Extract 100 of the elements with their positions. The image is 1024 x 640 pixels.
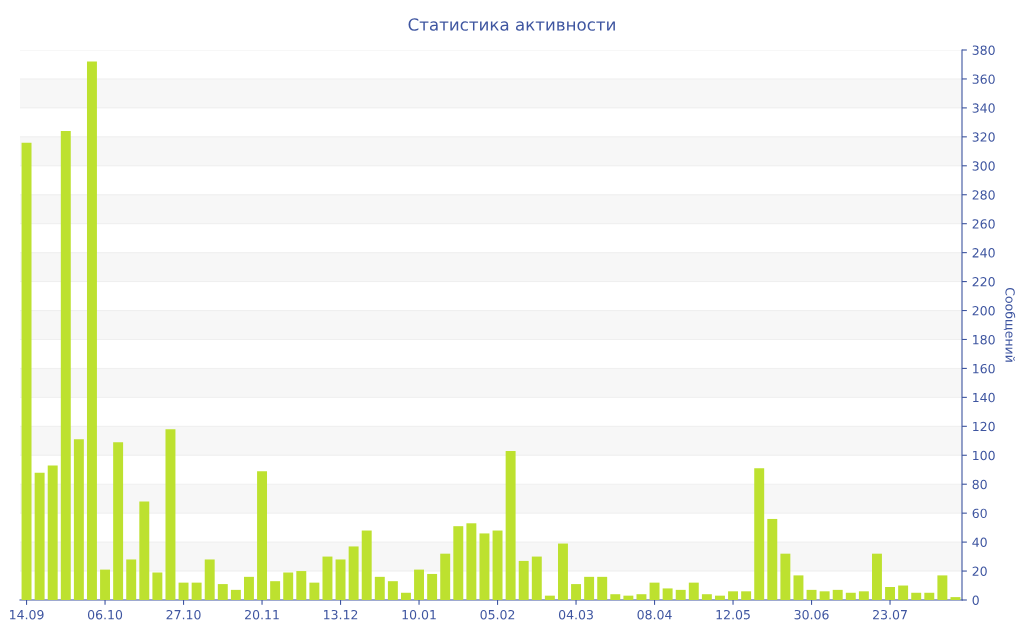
bar: [662, 588, 673, 600]
bar: [217, 584, 228, 600]
bar: [100, 569, 111, 600]
bar: [86, 61, 97, 600]
bar: [283, 572, 294, 600]
bar: [858, 591, 869, 600]
bar: [165, 429, 176, 600]
bar: [309, 582, 320, 600]
bar: [531, 556, 542, 600]
bar: [505, 450, 516, 600]
bar: [47, 465, 58, 600]
bar: [911, 592, 922, 600]
y-tick-label: 100: [973, 450, 995, 461]
bar: [584, 576, 595, 600]
y-tick-label: 240: [972, 248, 995, 258]
y-tick-label: 200: [972, 306, 995, 316]
bar: [60, 131, 71, 600]
bar: [845, 592, 856, 600]
bar: [819, 591, 830, 600]
y-tick-label: 260: [972, 219, 995, 229]
y-tick-label: 120: [973, 421, 995, 432]
bar: [21, 142, 32, 600]
bar: [204, 559, 215, 600]
y-axis-title: Сообщений: [1003, 287, 1016, 362]
x-tick-label: 20.11: [245, 609, 279, 620]
bar: [453, 526, 464, 600]
x-tick-label: 13.12: [324, 609, 358, 620]
bar: [950, 597, 961, 600]
bar: [73, 439, 84, 600]
bar: [728, 591, 739, 600]
bar: [885, 586, 896, 600]
bar: [714, 595, 725, 600]
x-tick-label: 23.07: [873, 609, 907, 620]
bar: [178, 582, 189, 600]
y-tick-label: 340: [972, 103, 995, 113]
y-tick-label: 80: [972, 479, 987, 490]
bar: [322, 556, 333, 600]
y-tick-label: 220: [972, 277, 995, 287]
y-tick-label: 180: [973, 334, 995, 345]
bar: [479, 533, 490, 600]
bar: [937, 575, 948, 600]
bar: [466, 523, 477, 600]
bar: [688, 582, 699, 600]
bar: [34, 472, 45, 600]
bar: [701, 594, 712, 600]
bar: [623, 595, 634, 600]
bar: [767, 518, 778, 600]
x-tick-label: 06.10: [87, 609, 123, 620]
bar: [113, 442, 124, 600]
y-tick-label: 0: [972, 595, 979, 605]
x-tick-label: 04.03: [558, 609, 593, 620]
chart-title: Статистика активности: [408, 18, 615, 31]
x-tick-label: 05.02: [480, 609, 515, 620]
bar: [191, 582, 202, 600]
bar: [400, 592, 411, 600]
y-tick-label: 140: [973, 392, 995, 403]
x-tick-label: 30.06: [794, 609, 829, 620]
bar: [571, 584, 582, 600]
bar: [335, 559, 346, 600]
bar: [243, 576, 254, 600]
bar: [518, 560, 529, 600]
y-tick-label: 300: [972, 161, 995, 171]
y-tick-label: 380: [972, 45, 995, 55]
bar: [597, 576, 608, 600]
bar: [636, 594, 647, 600]
bar: [296, 571, 307, 600]
bar: [257, 471, 268, 600]
bar: [139, 501, 150, 600]
bar: [675, 589, 686, 600]
y-tick-label: 20: [972, 566, 987, 576]
bar: [492, 530, 503, 600]
bar: [649, 582, 660, 600]
x-tick-label: 10.01: [402, 609, 436, 620]
y-tick-label: 160: [973, 363, 995, 374]
bar: [427, 573, 438, 600]
bar: [230, 589, 241, 600]
bar: [544, 595, 555, 600]
bar: [270, 581, 281, 600]
bar: [898, 585, 909, 600]
bar: [793, 575, 804, 600]
bar: [832, 589, 843, 600]
bar: [871, 553, 882, 600]
bar: [361, 530, 372, 600]
bar: [924, 592, 935, 600]
x-tick-label: 12.05: [716, 609, 750, 620]
bar: [610, 594, 621, 600]
bar: [557, 543, 568, 600]
y-tick-label: 280: [972, 190, 995, 200]
bar: [741, 591, 752, 600]
bar: [754, 468, 765, 600]
x-tick-label: 08.04: [637, 609, 672, 620]
bar: [806, 589, 817, 600]
x-tick-label: 27.10: [166, 609, 201, 620]
bar: [126, 559, 137, 600]
y-tick-label: 360: [972, 74, 995, 84]
y-tick-label: 320: [972, 132, 995, 142]
y-tick-label: 60: [972, 508, 987, 519]
x-tick-label: 14.09: [10, 609, 44, 620]
bar: [780, 553, 791, 600]
bar: [414, 569, 425, 600]
